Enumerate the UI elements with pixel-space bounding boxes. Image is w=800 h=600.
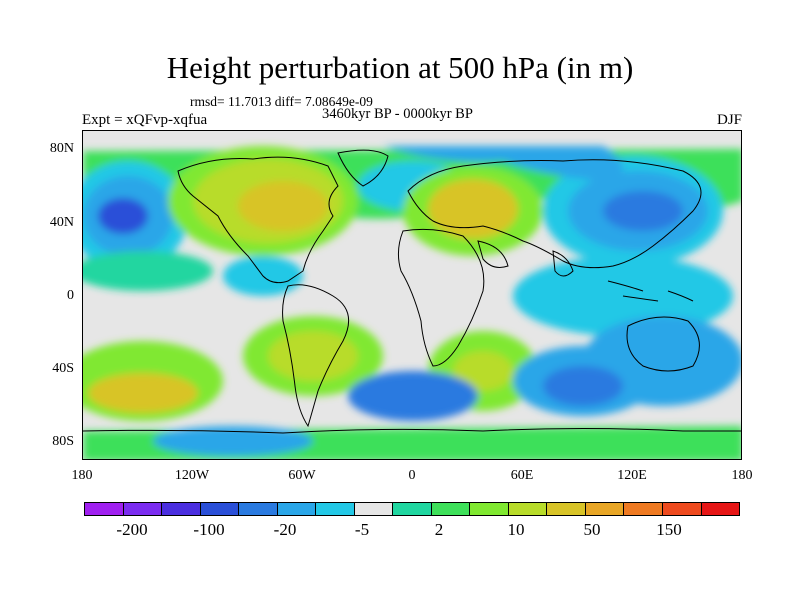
colorbar-swatch <box>624 503 663 515</box>
plot-title: Height perturbation at 500 hPa (in m) <box>166 50 634 85</box>
x-tick-label: 180 <box>71 468 93 483</box>
colorbar-swatch <box>200 503 240 515</box>
y-tick-label: 40N <box>49 215 74 230</box>
colorbar-swatch <box>316 503 355 515</box>
x-tick-label: 60W <box>288 468 316 483</box>
x-tick-label: 0 <box>408 468 416 483</box>
season-label: DJF <box>716 112 742 128</box>
colorbar-swatch <box>508 503 548 515</box>
y-tick-label: 0 <box>67 288 74 303</box>
contour-map <box>83 131 741 459</box>
colorbar-label: 150 <box>656 520 682 539</box>
colorbar-swatch <box>239 503 278 515</box>
y-tick-label: 80S <box>52 434 74 449</box>
contour-fields <box>83 146 741 459</box>
colorbar-swatch <box>662 503 702 515</box>
x-tick-label: 120W <box>174 468 210 483</box>
x-tick-label: 180 <box>731 468 753 483</box>
colorbar-swatch <box>393 503 432 515</box>
y-tick-label: 80N <box>49 141 74 156</box>
colorbar-label: -100 <box>193 520 225 539</box>
colorbar-swatch <box>431 503 471 515</box>
stats-line: rmsd= 11.7013 diff= 7.08649e-09 <box>190 94 373 109</box>
colorbar-label: 10 <box>507 520 525 539</box>
experiment-label: Expt = xQFvp-xqfua <box>82 112 208 128</box>
colorbar-swatch <box>162 503 201 515</box>
period-line: 3460kyr BP - 0000kyr BP <box>322 106 473 122</box>
map-panel <box>82 130 742 460</box>
colorbar-swatch <box>547 503 586 515</box>
colorbar-swatch <box>701 503 740 515</box>
colorbar-label: 2 <box>434 520 444 539</box>
colorbar-swatch <box>470 503 509 515</box>
colorbar-label: 50 <box>583 520 601 539</box>
x-tick-label: 120E <box>617 468 647 483</box>
colorbar-swatch <box>277 503 317 515</box>
x-tick-label: 60E <box>510 468 534 483</box>
colorbar-swatch <box>585 503 625 515</box>
colorbar-label: -20 <box>273 520 297 539</box>
y-tick-label: 40S <box>52 361 74 376</box>
colorbar-swatch <box>85 503 124 515</box>
colorbar <box>84 502 740 516</box>
colorbar-swatch <box>123 503 163 515</box>
coastlines <box>83 149 741 434</box>
colorbar-label: -200 <box>116 520 148 539</box>
colorbar-label: -5 <box>354 520 370 539</box>
colorbar-swatch <box>354 503 394 515</box>
